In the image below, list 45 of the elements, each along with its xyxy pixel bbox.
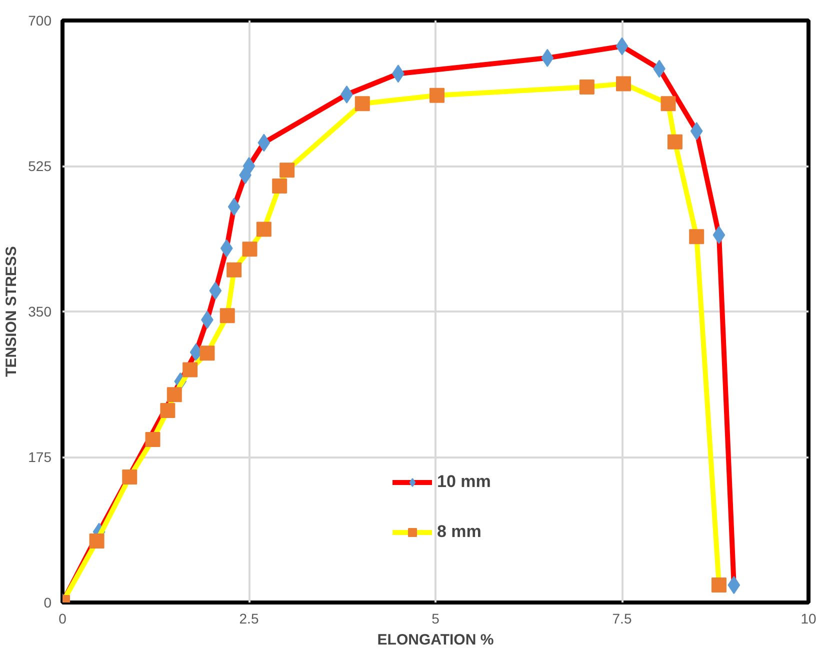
x-tick-label: 0 (58, 610, 67, 626)
point (145, 432, 160, 448)
point (220, 239, 233, 258)
point (280, 162, 295, 178)
x-axis-title: ELONGATION % (377, 632, 494, 648)
point (354, 96, 370, 112)
point (660, 96, 676, 112)
point (667, 134, 682, 150)
point (242, 157, 256, 175)
point (228, 198, 240, 216)
point (160, 402, 176, 418)
x-tick-label: 7.5 (612, 610, 632, 626)
point (689, 229, 704, 244)
y-tick-label: 0 (44, 594, 52, 610)
point (166, 387, 182, 402)
point (272, 178, 288, 194)
y-tick-label: 525 (28, 158, 52, 174)
y-tick-label: 700 (28, 12, 52, 28)
point (579, 80, 594, 95)
point (242, 242, 258, 257)
point (256, 222, 272, 237)
point (226, 262, 242, 278)
point (220, 308, 235, 324)
y-tick-label: 350 (28, 304, 52, 320)
point (429, 88, 444, 103)
point (200, 346, 215, 361)
point (89, 533, 104, 548)
point (711, 578, 726, 593)
point (541, 48, 554, 67)
y-tick-label: 175 (28, 449, 52, 465)
point (182, 362, 198, 378)
legend-label: 8 mm (437, 522, 482, 542)
x-tick-label: 10 (800, 610, 816, 626)
point (712, 226, 726, 244)
y-axis-title: TENSION STRESS (3, 246, 20, 377)
point (122, 469, 138, 484)
point (209, 282, 222, 300)
legend-label: 10 mm (437, 472, 491, 492)
point (258, 134, 270, 152)
point (616, 76, 631, 92)
point (728, 576, 740, 594)
x-tick-label: 5 (432, 610, 440, 626)
point (690, 122, 703, 140)
point (616, 37, 628, 56)
x-tick-label: 2.5 (239, 610, 259, 626)
